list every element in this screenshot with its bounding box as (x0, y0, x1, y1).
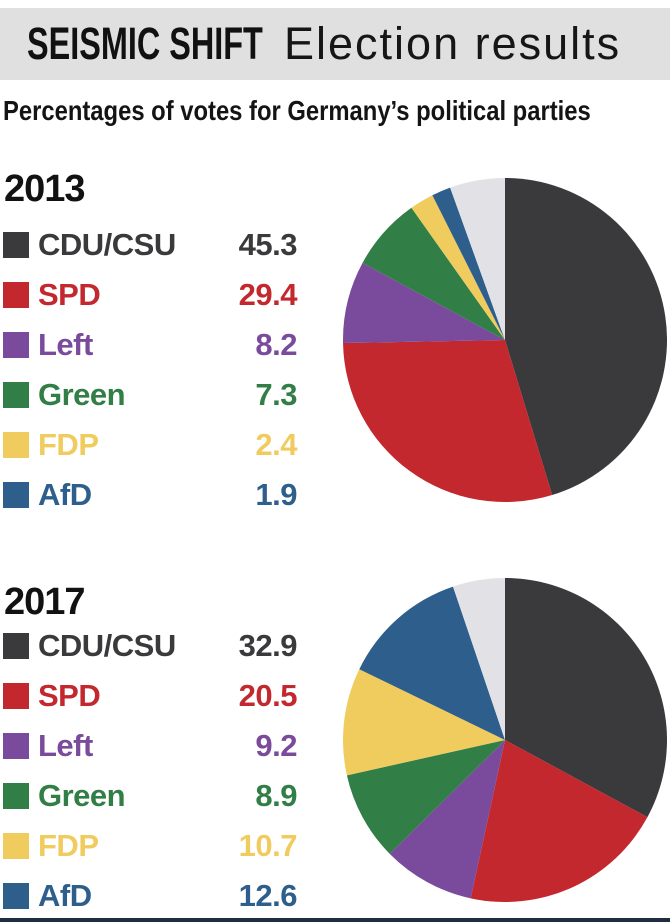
pie-slice-cdu-csu (505, 578, 667, 818)
legend-value-cdu-csu: 32.9 (238, 628, 298, 663)
legend-value-green: 7.3 (255, 377, 297, 412)
year-heading-2013: 2013 (4, 168, 86, 210)
legend-row-fdp: FDP 2.4 (3, 420, 297, 470)
legend-label-left: Left (38, 728, 93, 763)
legend-row-fdp: FDP 10.7 (3, 821, 298, 871)
legend-value-afd: 1.9 (255, 477, 297, 512)
legend-label-spd: SPD (38, 678, 101, 713)
legend-label-cdu-csu: CDU/CSU (38, 227, 176, 262)
bottom-rule (0, 918, 670, 922)
legend-row-spd: SPD 20.5 (3, 671, 298, 721)
legend-label-afd: AfD (38, 477, 92, 512)
chart-subtitle: Percentages of votes for Germany’s polit… (3, 95, 591, 126)
legend-value-green: 8.9 (255, 778, 297, 813)
legend-row-cdu-csu: CDU/CSU 45.3 (3, 220, 298, 270)
headline-kicker: SEISMIC SHIFT (27, 18, 263, 69)
legend-swatch-left (3, 332, 29, 358)
legend-2017: CDU/CSU 32.9 SPD 20.5 Left 9.2 Green 8.9… (3, 621, 298, 921)
legend-row-cdu-csu: CDU/CSU 32.9 (3, 621, 298, 671)
headline-title: Election results (284, 18, 622, 69)
header-bar: SEISMIC SHIFT Election results (0, 8, 670, 80)
pie-slice-fdp (343, 669, 505, 776)
pie-slice-other (453, 578, 505, 740)
pie-slice-spd (343, 340, 553, 502)
pie-slice-afd (432, 187, 505, 340)
legend-label-fdp: FDP (38, 427, 99, 462)
legend-value-spd: 29.4 (238, 277, 298, 312)
legend-row-green: Green 8.9 (3, 771, 297, 821)
legend-swatch-left (3, 733, 29, 759)
pie-slice-cdu-csu (505, 178, 667, 495)
legend-swatch-cdu-csu (3, 633, 29, 659)
legend-value-fdp: 10.7 (238, 828, 298, 863)
legend-swatch-afd (3, 482, 29, 508)
legend-row-green: Green 7.3 (3, 370, 297, 420)
legend-swatch-cdu-csu (3, 232, 29, 258)
legend-row-afd: AfD 12.6 (3, 871, 298, 921)
legend-row-left: Left 8.2 (3, 320, 297, 370)
legend-2013: CDU/CSU 45.3 SPD 29.4 Left 8.2 Green 7.3… (3, 220, 298, 520)
legend-value-fdp: 2.4 (255, 427, 297, 462)
legend-label-left: Left (38, 327, 93, 362)
legend-label-green: Green (38, 377, 126, 412)
pie-slice-afd (359, 586, 505, 740)
legend-value-left: 9.2 (255, 728, 297, 763)
legend-value-left: 8.2 (255, 327, 297, 362)
pie-slice-green (346, 740, 505, 854)
pie-slice-fdp (411, 195, 505, 340)
pie-slice-green (362, 207, 505, 340)
year-heading-2017: 2017 (4, 581, 86, 623)
legend-row-left: Left 9.2 (3, 721, 297, 771)
legend-swatch-spd (3, 282, 29, 308)
legend-value-cdu-csu: 45.3 (238, 227, 298, 262)
legend-swatch-green (3, 382, 29, 408)
legend-label-cdu-csu: CDU/CSU (38, 628, 176, 663)
legend-label-fdp: FDP (38, 828, 99, 863)
legend-swatch-spd (3, 683, 29, 709)
pie-chart-2013 (343, 178, 667, 502)
legend-label-green: Green (38, 778, 126, 813)
legend-row-afd: AfD 1.9 (3, 470, 297, 520)
pie-chart-2017 (343, 578, 667, 902)
legend-label-spd: SPD (38, 277, 101, 312)
legend-value-spd: 20.5 (238, 678, 298, 713)
legend-swatch-fdp (3, 833, 29, 859)
legend-row-spd: SPD 29.4 (3, 270, 298, 320)
legend-swatch-green (3, 783, 29, 809)
legend-swatch-afd (3, 883, 29, 909)
legend-swatch-fdp (3, 432, 29, 458)
pie-slice-left (389, 740, 505, 899)
pie-slice-other (450, 178, 505, 340)
legend-label-afd: AfD (38, 878, 92, 913)
pie-slice-left (343, 262, 505, 344)
pie-slice-spd (470, 740, 648, 902)
legend-value-afd: 12.6 (238, 878, 298, 913)
